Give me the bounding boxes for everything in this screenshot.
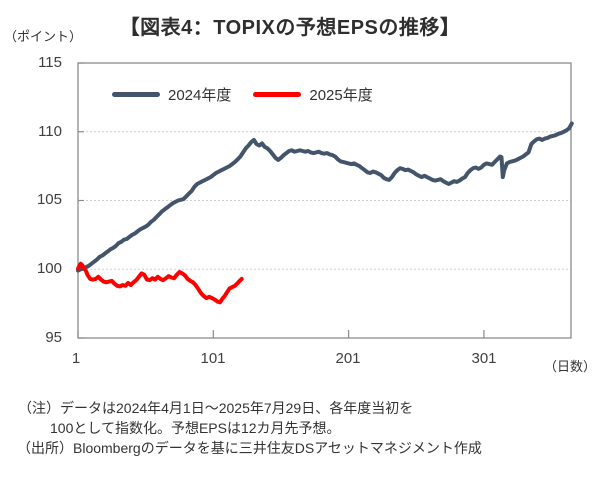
series-line-2025年度: [76, 261, 244, 305]
note-source-period: （注）データは2024年4月1日～2025年7月29日、各年度当初を: [18, 400, 414, 416]
y-tick-115: 115: [38, 54, 62, 71]
y-tick-95: 95: [45, 329, 62, 346]
legend-label-2025: 2025年度: [309, 87, 373, 104]
note-indexing: 100として指数化。予想EPSは12カ月先予想。: [50, 420, 341, 436]
x-tick-101: 101: [200, 350, 226, 367]
x-tick-1: 1: [71, 350, 81, 367]
x-tick-201: 201: [335, 350, 361, 367]
y-tick-100: 100: [36, 260, 62, 277]
y-tick-105: 105: [36, 191, 62, 208]
x-tick-301: 301: [471, 350, 497, 367]
legend-label-2024: 2024年度: [168, 87, 232, 104]
x-axis-unit-label: （日数）: [544, 359, 597, 374]
y-tick-110: 110: [38, 123, 62, 140]
series-line-2024年度: [76, 121, 574, 273]
legend: 2024年度 2025年度: [112, 84, 387, 105]
y-axis-unit-label: （ポイント）: [4, 29, 83, 44]
series-lines: [76, 121, 574, 305]
legend-swatch-2025: [253, 92, 302, 97]
chart-title: 【図表4：TOPIXの予想EPSの推移】: [119, 17, 461, 39]
note-source-attribution: （出所）Bloombergのデータを基に三井住友DSアセットマネジメント作成: [17, 440, 482, 456]
legend-swatch-2024: [112, 92, 160, 97]
